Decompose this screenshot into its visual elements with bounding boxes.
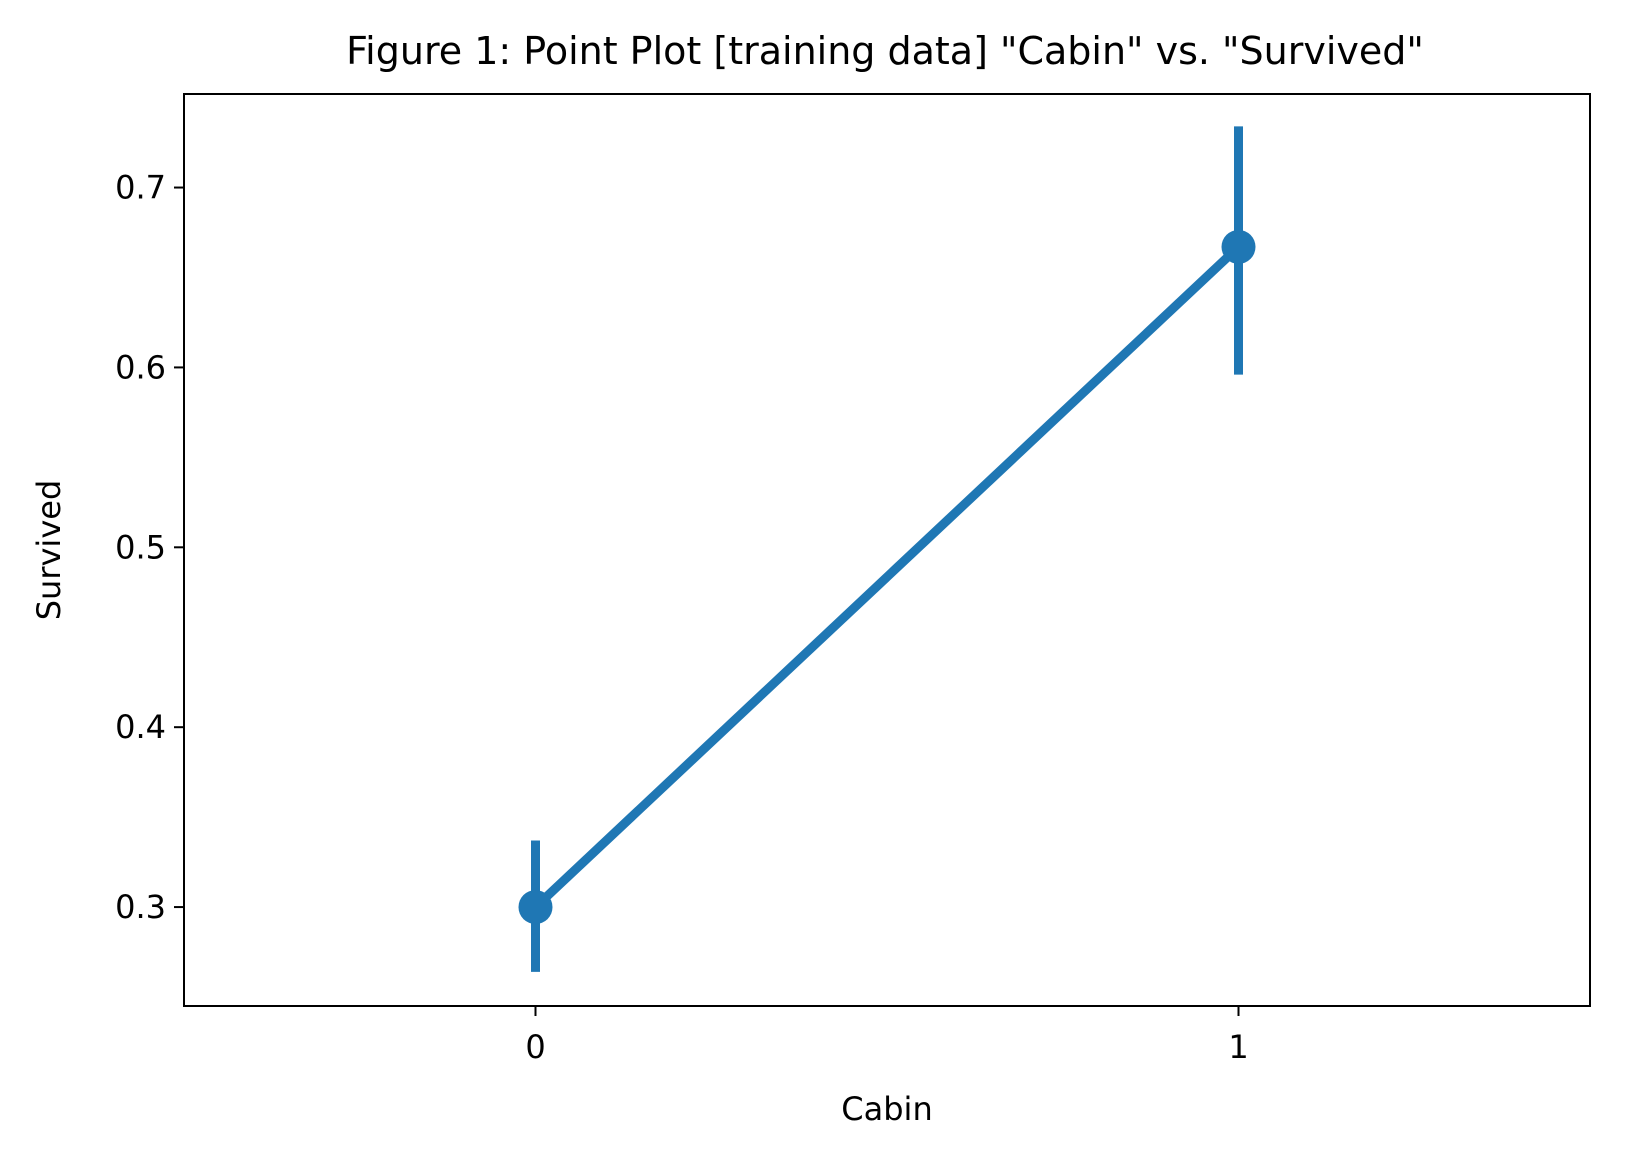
y-tick-label: 0.6 <box>115 348 166 386</box>
y-tick-label: 0.7 <box>115 169 166 207</box>
y-tick-label: 0.3 <box>115 888 166 926</box>
x-axis-label: Cabin <box>841 1090 932 1128</box>
x-tick-label: 1 <box>1228 1028 1248 1066</box>
chart-title: Figure 1: Point Plot [training data] "Ca… <box>346 29 1424 73</box>
y-axis-label: Survived <box>30 480 68 621</box>
data-point <box>1221 229 1256 264</box>
x-tick-label: 0 <box>525 1028 545 1066</box>
data-point <box>518 890 553 925</box>
y-tick-label: 0.4 <box>115 708 166 746</box>
y-axis: 0.3 0.4 0.5 0.6 0.7 <box>115 169 184 926</box>
y-tick-label: 0.5 <box>115 528 166 566</box>
axes-frame <box>183 93 1591 1007</box>
series-line <box>532 243 1242 911</box>
plot-area <box>518 126 1256 972</box>
